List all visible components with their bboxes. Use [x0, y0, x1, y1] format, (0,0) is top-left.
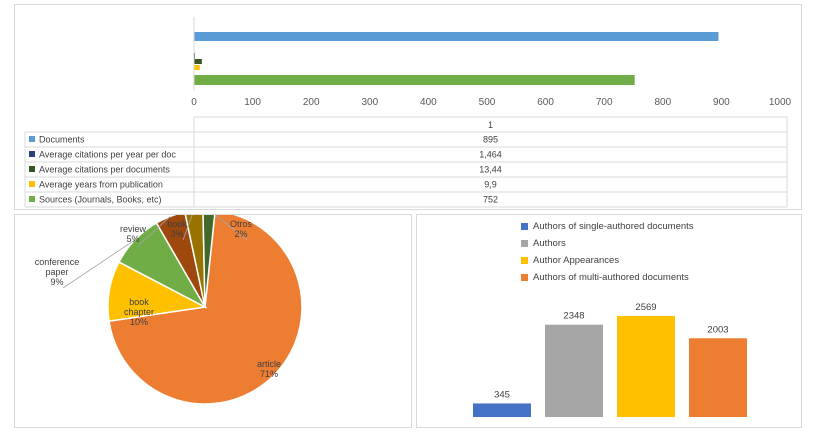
table-row-value: 9,9: [484, 180, 497, 190]
legend-swatch: [521, 274, 528, 281]
legend-swatch: [521, 240, 528, 247]
x-tick-label: 0: [191, 97, 197, 108]
x-tick-label: 600: [537, 97, 554, 108]
legend-swatch: [29, 136, 35, 142]
table-row-label: Average citations per documents: [39, 165, 170, 175]
pie-leader-line: [62, 239, 136, 289]
column-data-label: 2569: [635, 302, 656, 313]
bar-sources-journals-books-etc-: [194, 75, 635, 85]
pie-label-book: book 3%: [167, 219, 187, 239]
x-tick-label: 1000: [769, 97, 792, 108]
legend-swatch: [521, 257, 528, 264]
pie-leader-line: [208, 209, 248, 241]
document-type-pie-chart: article 71% book chapter 10% conference paper 9…: [35, 209, 303, 405]
legend-swatch: [521, 223, 528, 230]
x-tick-label: 900: [713, 97, 730, 108]
legend-swatch: [29, 151, 35, 157]
x-tick-label: 100: [244, 97, 261, 108]
authors-column-chart: Authors of single-authored documents Auth…: [473, 221, 747, 417]
x-tick-label: 700: [596, 97, 613, 108]
pie-label-book-chapter: book chapter 10%: [124, 297, 154, 327]
column-authors-of-multi-authored-documents: [689, 338, 747, 417]
bar-documents: [194, 32, 719, 41]
table-row-value: 895: [483, 135, 498, 145]
summary-bar-chart: 0 100 200 300 400 500 600 700 800 900 1000 1 Documen…: [24, 17, 792, 208]
pie-leader-line: [138, 216, 171, 246]
table-row-value: 1,464: [479, 150, 502, 160]
legend-swatch: [29, 166, 35, 172]
x-tick-label: 800: [654, 97, 671, 108]
bar-average-years-from-publication: [194, 65, 200, 70]
pie-label-article: article 71%: [257, 359, 281, 379]
legend-entry: Authors of multi-authored documents: [533, 272, 689, 283]
pie-label-review: review 5%: [120, 224, 147, 244]
table-row-value: 13,44: [479, 165, 502, 175]
document-type-pie-panel: article 71% book chapter 10% conference paper 9…: [14, 209, 412, 428]
legend-entry: Authors of single-authored documents: [533, 221, 694, 232]
column-authors: [545, 324, 603, 417]
table-row-label: Documents: [39, 135, 85, 145]
x-tick-label: 500: [479, 97, 496, 108]
pie-leader-line: [182, 210, 195, 241]
column-author-appearances: [617, 316, 675, 417]
column-data-label: 2003: [707, 324, 728, 335]
pie-label-otros: Otros 2%: [230, 219, 253, 239]
table-column-header: 1: [488, 120, 493, 130]
legend-swatch: [29, 196, 35, 202]
legend-swatch: [29, 181, 35, 187]
x-tick-label: 400: [420, 97, 437, 108]
summary-bar-chart-panel: 0 100 200 300 400 500 600 700 800 900 1000 1 Documen…: [14, 4, 802, 210]
legend-entry: Authors: [533, 238, 566, 249]
table-row-value: 752: [483, 195, 498, 205]
column-data-label: 345: [494, 389, 510, 400]
legend-entry: Author Appearances: [533, 255, 619, 266]
authors-column-chart-panel: Authors of single-authored documents Auth…: [416, 214, 802, 428]
column-authors-of-single-authored-documents: [473, 403, 531, 417]
table-row-label: Average citations per year per doc: [39, 150, 176, 160]
bar-average-citations-per-documents: [194, 59, 202, 64]
pie-label-conference-paper: conference paper 9%: [35, 257, 80, 287]
column-data-label: 2348: [563, 311, 584, 322]
table-row-label: Sources (Journals, Books, etc): [39, 195, 162, 205]
table-row-label: Average years from publication: [39, 180, 163, 190]
x-tick-label: 300: [361, 97, 378, 108]
x-tick-label: 200: [303, 97, 320, 108]
